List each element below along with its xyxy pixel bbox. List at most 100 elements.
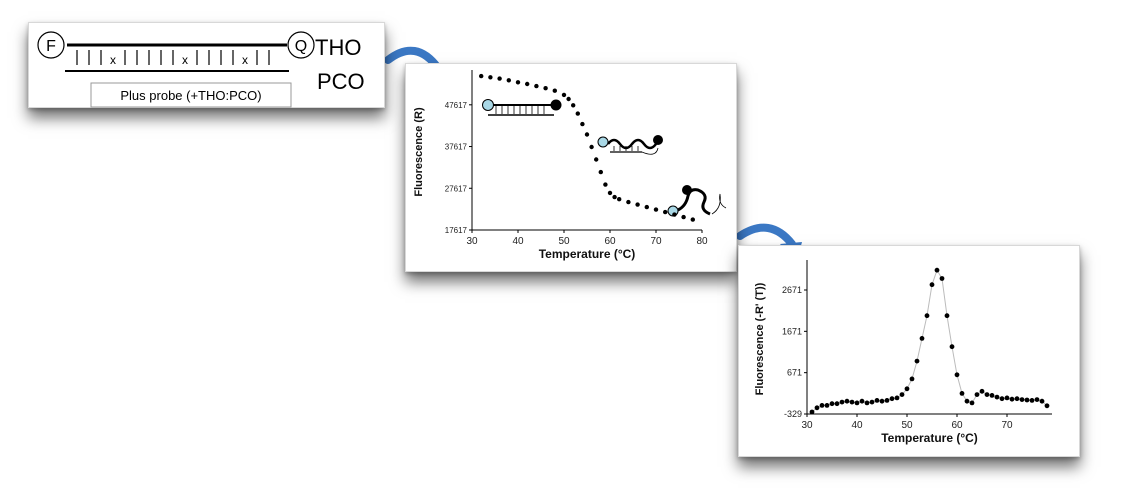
x-tick-label: 70 (650, 236, 662, 247)
y-axis-label: Fluorescence (R) (413, 107, 425, 197)
derivative-curve-panel: 30 40 50 60 70 -329 671 1671 2671 Temperature (°C… (738, 245, 1080, 457)
data-point (819, 403, 825, 408)
derivative-axes: 30 40 50 60 70 -329 671 1671 2671 Temperature (°C… (754, 260, 1052, 445)
x-axis-label: Temperature (°C) (881, 431, 978, 445)
data-point (566, 96, 571, 102)
data-point (672, 212, 677, 217)
probe-schematic: x x x F Q THO PCO Plus probe (+THO:PCO) (37, 31, 365, 108)
data-point (959, 391, 965, 396)
base-pair-ticks (76, 50, 270, 65)
data-point (974, 392, 980, 397)
data-point (924, 313, 930, 319)
data-point (635, 202, 640, 207)
data-point (954, 372, 960, 378)
mismatch-mark: x (182, 53, 188, 67)
data-point (824, 403, 830, 408)
melt-curve-chart: 30 40 50 60 70 80 17617 27617 37617 47617 Temperat… (413, 70, 727, 261)
y-tick-label: 17617 (445, 226, 468, 235)
series-line (811, 269, 1048, 413)
data-point (571, 103, 576, 108)
data-point (543, 86, 548, 91)
data-point (844, 398, 850, 404)
derivative-data-points (809, 267, 1050, 415)
data-point (914, 358, 920, 364)
data-point (1009, 396, 1015, 402)
data-point (939, 276, 945, 281)
y-axis-label: Fluorescence (-R' (T)) (754, 282, 766, 395)
x-tick-label: 70 (1001, 420, 1013, 431)
partially-melted-probe-icon (597, 135, 663, 155)
x-tick-label: 60 (951, 420, 963, 431)
tho-label: THO (315, 35, 361, 60)
data-point (644, 204, 649, 210)
data-point (834, 401, 840, 407)
derivative-curve-chart: 30 40 50 60 70 -329 671 1671 2671 Temperature (°C… (754, 260, 1052, 445)
data-point (607, 190, 613, 196)
data-point (497, 76, 502, 81)
probe-caption: Plus probe (+THO:PCO) (120, 88, 261, 103)
data-point (829, 401, 835, 407)
data-point (598, 169, 603, 175)
data-point (681, 214, 686, 220)
data-point (1039, 398, 1045, 404)
y-tick-label: 2671 (782, 285, 802, 295)
data-point (515, 80, 521, 85)
data-point (809, 409, 815, 415)
data-point (979, 388, 985, 394)
data-point (488, 75, 493, 80)
data-point (904, 386, 910, 392)
data-point (934, 267, 940, 273)
data-point (899, 392, 905, 397)
data-point (994, 394, 1000, 400)
data-point (964, 398, 970, 404)
x-tick-label: 50 (901, 420, 913, 431)
melt-axes: 30 40 50 60 70 80 17617 27617 37617 47617 Temperat… (413, 70, 708, 261)
caption-box (90, 82, 292, 108)
melt-curve-panel: 30 40 50 60 70 80 17617 27617 37617 47617 Temperat… (405, 63, 737, 272)
y-tick-label: 671 (787, 368, 802, 378)
data-point (989, 393, 995, 398)
data-point (552, 88, 557, 93)
y-tick-label: 1671 (782, 326, 802, 336)
data-point (909, 376, 915, 382)
x-axis-label: Temperature (°C) (539, 247, 636, 261)
y-tick-label: 47617 (445, 101, 468, 110)
probe-schematic-panel: x x x F Q THO PCO Plus probe (+THO:PCO) (28, 22, 385, 108)
x-tick-label: 80 (696, 236, 708, 247)
x-tick-label: 40 (512, 236, 524, 247)
hybridized-probe-icon (482, 99, 562, 116)
data-point (869, 399, 875, 405)
data-point (589, 144, 594, 150)
data-point (506, 78, 511, 83)
data-point (949, 344, 955, 350)
data-point (884, 398, 890, 403)
mismatch-mark: x (110, 53, 116, 67)
data-point (580, 121, 585, 127)
data-point (626, 199, 631, 205)
quencher-label: Q (295, 38, 307, 55)
data-point (575, 111, 580, 116)
data-point (617, 197, 622, 202)
data-point (1019, 397, 1025, 402)
data-point (879, 398, 885, 404)
melted-probe-icon (667, 185, 727, 217)
data-point (1034, 397, 1040, 402)
data-point (584, 132, 590, 137)
data-point (849, 399, 855, 405)
data-point (1014, 396, 1020, 402)
data-point (814, 405, 820, 411)
y-tick-label: 37617 (445, 143, 468, 152)
data-point (663, 209, 668, 215)
x-tick-label: 30 (466, 236, 478, 247)
data-point (874, 398, 880, 403)
data-point (969, 400, 975, 406)
x-tick-label: 30 (801, 420, 813, 431)
y-tick-label: 27617 (445, 184, 468, 193)
x-tick-label: 60 (604, 236, 616, 247)
data-point (525, 81, 530, 87)
data-point (944, 313, 950, 319)
data-point (561, 92, 567, 98)
pco-label: PCO (317, 69, 365, 94)
data-point (603, 182, 608, 187)
data-point (612, 194, 617, 200)
